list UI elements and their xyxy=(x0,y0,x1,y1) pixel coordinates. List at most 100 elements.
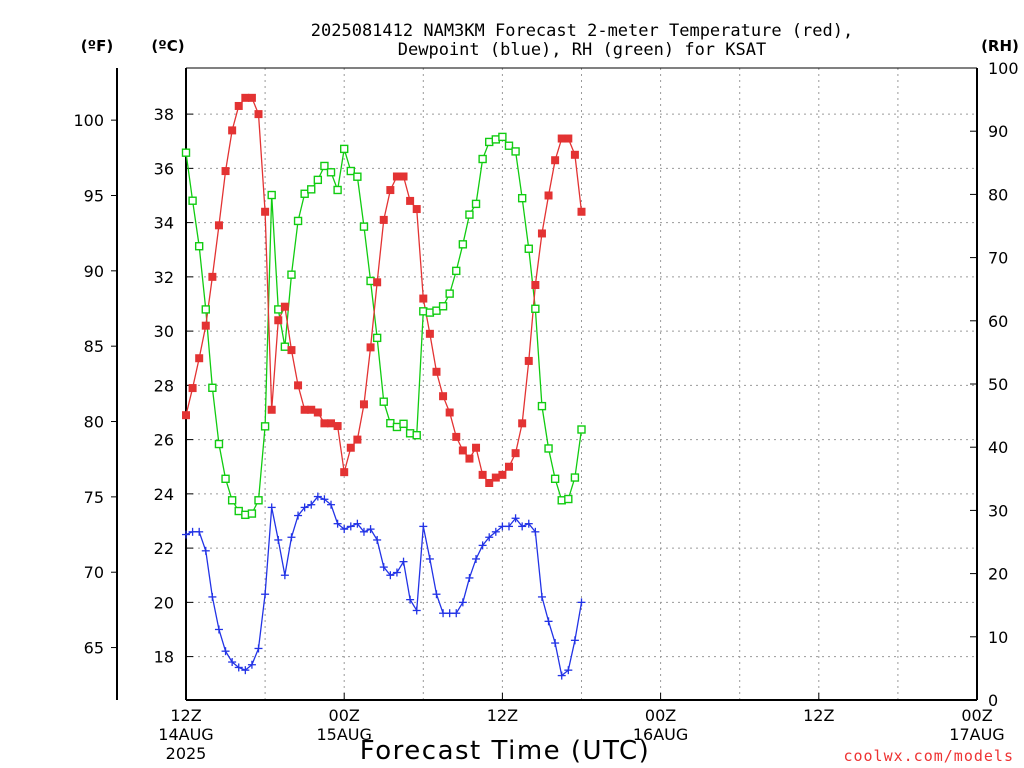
temperature-point xyxy=(228,126,237,135)
dewpoint-point xyxy=(465,573,474,582)
rh-point xyxy=(287,270,296,279)
dewpoint-point xyxy=(327,500,336,509)
temperature-point xyxy=(274,316,283,325)
dewpoint-point xyxy=(195,527,204,536)
temperature-point xyxy=(287,346,296,355)
celsius-tick-label: 32 xyxy=(154,268,174,287)
temperature-point xyxy=(254,110,263,119)
dewpoint-point xyxy=(524,519,533,528)
dewpoint-point xyxy=(359,527,368,536)
rh-point xyxy=(471,199,481,209)
x-tick-label: 00Z xyxy=(329,706,360,725)
temperature-point xyxy=(485,479,494,488)
celsius-tick-label: 26 xyxy=(154,431,174,450)
fahrenheit-tick-label: 75 xyxy=(84,488,104,507)
rh-tick-label: 10 xyxy=(988,628,1008,647)
celsius-tick-label: 24 xyxy=(154,485,174,504)
temperature-point xyxy=(425,329,434,338)
temperature-point xyxy=(432,367,441,376)
rh-point xyxy=(531,304,540,313)
axes: 1820222426283032343638657075808590951000… xyxy=(73,59,1018,763)
fahrenheit-tick-label: 65 xyxy=(84,639,104,658)
rh-point xyxy=(181,148,191,157)
chart-title-line-1: 2025081412 NAM3KM Forecast 2-meter Tempe… xyxy=(311,21,853,41)
rh-point xyxy=(313,175,323,185)
rh-point xyxy=(320,161,329,171)
rh-point xyxy=(221,474,230,483)
temperature-point xyxy=(307,405,316,414)
dewpoint-point xyxy=(247,660,256,669)
rh-point xyxy=(372,333,382,343)
temperature-point xyxy=(340,468,349,477)
rh-point xyxy=(194,242,204,251)
fahrenheit-tick-label: 95 xyxy=(84,186,104,205)
dewpoint-point xyxy=(366,525,375,534)
temperature-point xyxy=(214,221,223,230)
rh-tick-label: 40 xyxy=(988,438,1008,457)
temperature-point xyxy=(458,446,467,455)
celsius-tick-label: 22 xyxy=(154,539,174,558)
dewpoint-point xyxy=(340,525,349,534)
temperature-point xyxy=(564,134,573,143)
celsius-tick-label: 20 xyxy=(154,593,174,612)
rh-point xyxy=(577,425,586,434)
rh-point xyxy=(504,141,514,150)
temperature-point xyxy=(518,419,527,428)
temperature-point xyxy=(498,470,507,479)
rh-point xyxy=(550,474,560,483)
temperature-point xyxy=(392,172,401,181)
dewpoint-point xyxy=(458,598,467,607)
series-lines xyxy=(185,97,583,677)
dewpoint-point xyxy=(313,492,322,501)
temperature-point xyxy=(577,207,586,216)
temperature-point xyxy=(221,167,230,176)
dewpoint-point xyxy=(485,533,494,542)
dewpoint-point xyxy=(228,658,237,667)
rh-unit-label: (RH) xyxy=(981,37,1019,55)
rh-tick-label: 0 xyxy=(988,691,998,710)
temperature-point xyxy=(386,186,395,195)
rh-tick-label: 60 xyxy=(988,312,1008,331)
dewpoint-point xyxy=(491,527,500,536)
rh-point xyxy=(293,216,303,226)
rh-point xyxy=(498,132,507,142)
rh-point xyxy=(537,401,547,411)
dewpoint-point xyxy=(425,554,434,563)
rh-point xyxy=(254,496,263,505)
celsius-tick-label: 28 xyxy=(154,376,174,395)
rh-point xyxy=(438,302,448,311)
fahrenheit-tick-label: 85 xyxy=(84,337,104,356)
rh-point xyxy=(524,244,533,253)
temperature-point xyxy=(208,272,217,281)
fahrenheit-unit-label: (ºF) xyxy=(81,37,113,55)
celsius-tick-label: 38 xyxy=(154,105,174,124)
rh-point xyxy=(478,154,487,164)
fahrenheit-tick-label: 100 xyxy=(73,111,104,130)
rh-point xyxy=(274,305,283,314)
dewpoint-point xyxy=(392,568,401,577)
rh-line xyxy=(185,136,583,516)
temperature-point xyxy=(465,454,474,463)
temperature-point xyxy=(359,400,368,409)
temperature-point xyxy=(373,278,382,287)
rh-tick-label: 50 xyxy=(988,375,1008,394)
dewpoint-point xyxy=(531,527,540,536)
rh-point xyxy=(452,266,461,276)
temperature-point xyxy=(195,354,204,363)
dewpoint-point xyxy=(412,606,421,615)
temperature-point xyxy=(379,215,388,224)
temperature-point xyxy=(419,294,428,303)
rh-tick-label: 100 xyxy=(988,59,1019,78)
rh-point xyxy=(399,419,408,429)
celsius-tick-label: 36 xyxy=(154,159,174,178)
temperature-point xyxy=(544,191,553,200)
x-tick-label: 12Z xyxy=(487,706,518,725)
rh-tick-label: 30 xyxy=(988,501,1008,520)
rh-point xyxy=(227,496,237,505)
dewpoint-point xyxy=(551,639,560,648)
rh-point xyxy=(247,509,257,518)
temperature-point xyxy=(188,384,197,393)
dewpoint-point xyxy=(557,671,566,680)
temperature-point xyxy=(346,443,355,452)
x-tick-label: 2025 xyxy=(166,744,207,763)
